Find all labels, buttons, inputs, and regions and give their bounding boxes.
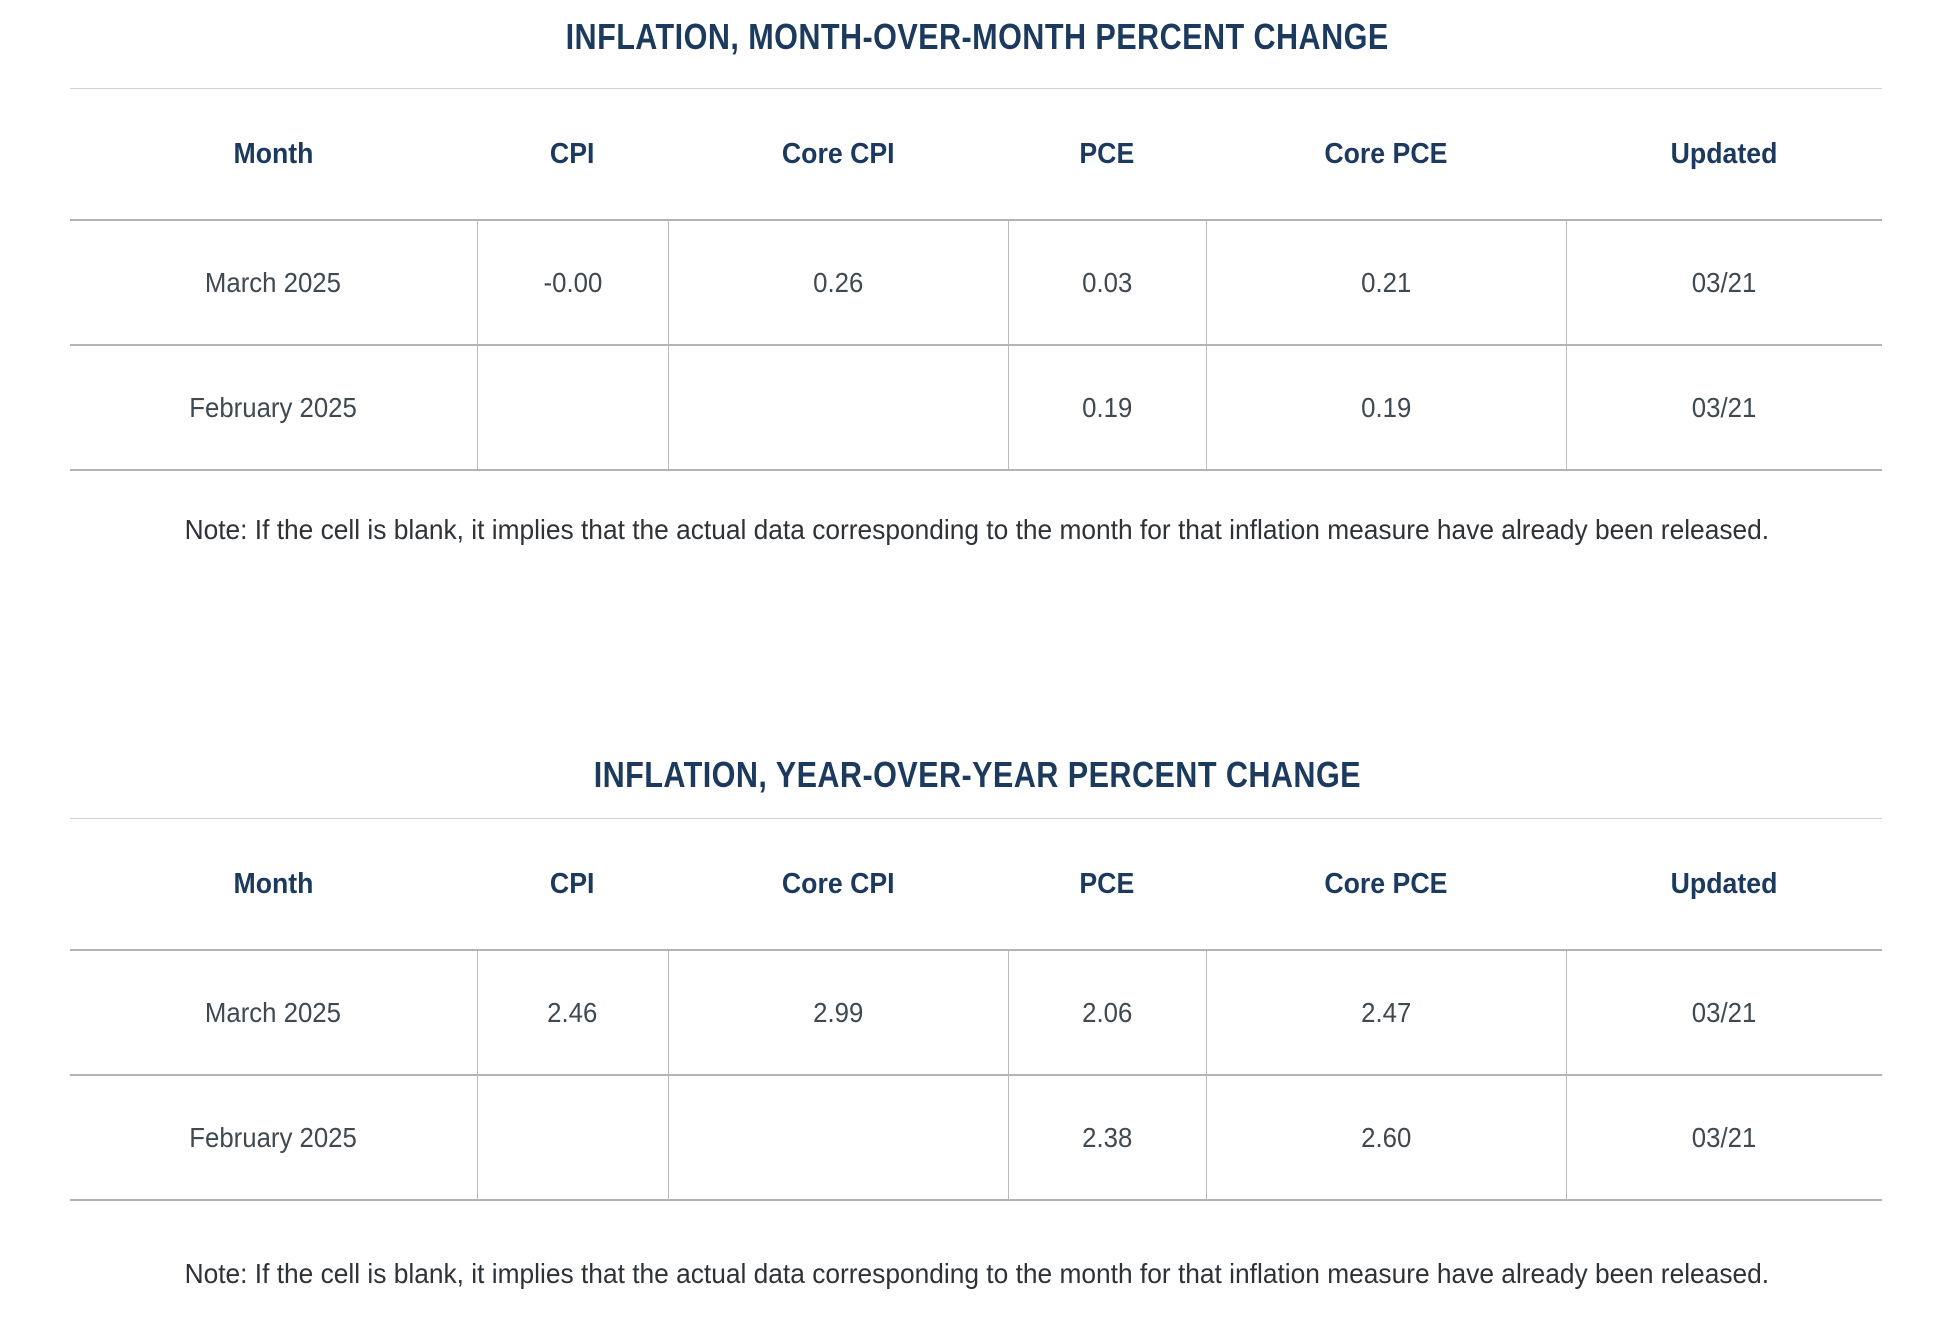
mom-column-header-core-cpi: Core CPI	[668, 88, 1008, 221]
cell-core-cpi	[667, 1075, 1008, 1201]
yoy-table-title-text: INFLATION, YEAR-OVER-YEAR PERCENT CHANGE	[593, 754, 1361, 795]
mom-header-row: Month CPI Core CPI PCE Core PCE Updated	[70, 88, 1882, 221]
cell-pce: 0.03	[1007, 220, 1206, 346]
cell-value: 2.46	[547, 996, 598, 1028]
cell-cpi	[476, 345, 668, 471]
cell-pce: 2.38	[1007, 1075, 1206, 1201]
column-header-label: CPI	[550, 867, 595, 900]
yoy-table-note-text: Note: If the cell is blank, it implies t…	[184, 1258, 1770, 1289]
mom-column-header-pce: PCE	[1008, 88, 1206, 221]
column-header-label: Core PCE	[1324, 137, 1448, 170]
column-header-label: Updated	[1670, 137, 1778, 170]
cell-updated: 03/21	[1565, 345, 1882, 471]
mom-table-title: INFLATION, MONTH-OVER-MONTH PERCENT CHAN…	[0, 16, 1954, 58]
column-header-label: Month	[233, 867, 314, 900]
yoy-table-row-february-2025: February 2025 2.38 2.60 03/21	[70, 1075, 1882, 1201]
yoy-column-header-pce: PCE	[1008, 818, 1206, 951]
cell-core-cpi	[667, 345, 1008, 471]
cell-value: March 2025	[205, 996, 342, 1028]
yoy-column-header-core-cpi: Core CPI	[668, 818, 1008, 951]
column-header-label: PCE	[1079, 137, 1135, 170]
mom-column-header-month: Month	[70, 88, 477, 221]
cell-value: 0.26	[812, 266, 864, 298]
cell-value: 0.21	[1360, 266, 1412, 298]
cell-value: 2.06	[1081, 996, 1133, 1028]
mom-table-row-february-2025: February 2025 0.19 0.19 03/21	[70, 345, 1882, 471]
mom-table-title-text: INFLATION, MONTH-OVER-MONTH PERCENT CHAN…	[565, 16, 1389, 57]
cell-core-pce: 2.47	[1205, 950, 1566, 1076]
mom-column-header-cpi: CPI	[477, 88, 668, 221]
cell-value: 03/21	[1692, 1121, 1757, 1153]
yoy-column-header-updated: Updated	[1566, 818, 1882, 951]
cell-value: March 2025	[205, 266, 342, 298]
cell-month: March 2025	[70, 950, 477, 1076]
column-header-label: CPI	[550, 137, 595, 170]
mom-table-note-text: Note: If the cell is blank, it implies t…	[184, 514, 1770, 545]
cell-core-pce: 0.21	[1205, 220, 1566, 346]
cell-core-cpi: 2.99	[667, 950, 1008, 1076]
yoy-table-note: Note: If the cell is blank, it implies t…	[0, 1256, 1954, 1292]
yoy-table-row-march-2025: March 2025 2.46 2.99 2.06 2.47 03/21	[70, 950, 1882, 1076]
cell-month: March 2025	[70, 220, 477, 346]
yoy-header-row: Month CPI Core CPI PCE Core PCE Updated	[70, 818, 1882, 951]
cell-cpi: -0.00	[476, 220, 668, 346]
cell-value: 0.19	[1360, 391, 1412, 423]
column-header-label: Core CPI	[781, 137, 895, 170]
cell-value: 03/21	[1692, 391, 1757, 423]
cell-pce: 0.19	[1007, 345, 1206, 471]
cell-value: 03/21	[1692, 996, 1757, 1028]
cell-value: 03/21	[1692, 266, 1757, 298]
mom-table-row-march-2025: March 2025 -0.00 0.26 0.03 0.21 03/21	[70, 220, 1882, 346]
inflation-mom-table: Month CPI Core CPI PCE Core PCE Updated …	[70, 88, 1882, 471]
mom-column-header-core-pce: Core PCE	[1206, 88, 1566, 221]
cell-updated: 03/21	[1565, 950, 1882, 1076]
mom-table-note: Note: If the cell is blank, it implies t…	[0, 512, 1954, 548]
column-header-label: PCE	[1079, 867, 1135, 900]
cell-core-pce: 2.60	[1205, 1075, 1566, 1201]
yoy-table-title: INFLATION, YEAR-OVER-YEAR PERCENT CHANGE	[0, 754, 1954, 796]
cell-value: February 2025	[189, 1121, 358, 1153]
cell-pce: 2.06	[1007, 950, 1206, 1076]
cell-month: February 2025	[70, 345, 477, 471]
cell-value: 2.38	[1081, 1121, 1133, 1153]
cell-updated: 03/21	[1565, 1075, 1882, 1201]
column-header-label: Month	[233, 137, 314, 170]
yoy-column-header-cpi: CPI	[477, 818, 668, 951]
cell-cpi	[476, 1075, 668, 1201]
yoy-column-header-month: Month	[70, 818, 477, 951]
cell-updated: 03/21	[1565, 220, 1882, 346]
column-header-label: Updated	[1670, 867, 1778, 900]
cell-month: February 2025	[70, 1075, 477, 1201]
cell-value: -0.00	[543, 266, 602, 298]
cell-value: 2.60	[1360, 1121, 1412, 1153]
cell-value: February 2025	[189, 391, 358, 423]
cell-value: 2.47	[1360, 996, 1412, 1028]
inflation-yoy-table: Month CPI Core CPI PCE Core PCE Updated …	[70, 818, 1882, 1201]
column-header-label: Core CPI	[781, 867, 895, 900]
cell-core-pce: 0.19	[1205, 345, 1566, 471]
cell-cpi: 2.46	[476, 950, 668, 1076]
mom-column-header-updated: Updated	[1566, 88, 1882, 221]
cell-core-cpi: 0.26	[667, 220, 1008, 346]
cell-value: 0.19	[1081, 391, 1133, 423]
column-header-label: Core PCE	[1324, 867, 1448, 900]
yoy-column-header-core-pce: Core PCE	[1206, 818, 1566, 951]
cell-value: 0.03	[1081, 266, 1133, 298]
cell-value: 2.99	[812, 996, 864, 1028]
